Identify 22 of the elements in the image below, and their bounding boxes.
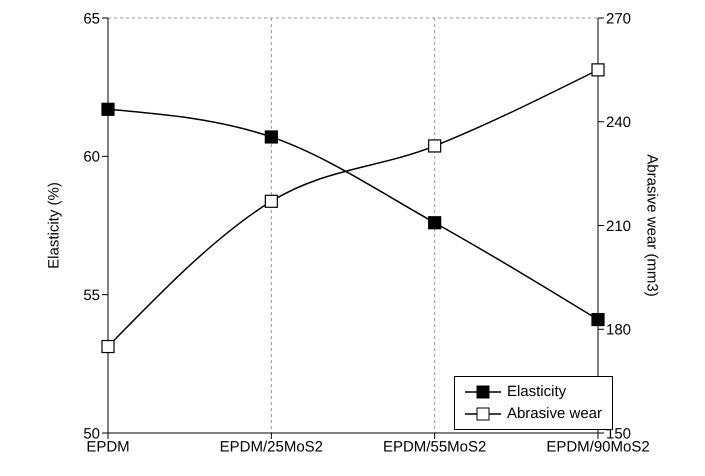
x-tick-label: EPDM/55MoS2 — [382, 438, 486, 456]
y2-tick-label: 240 — [606, 114, 632, 132]
y-tick-label: 65 — [83, 10, 100, 28]
y-tick-label: 55 — [83, 286, 100, 304]
y-axis-title: Elasticity (%) — [45, 182, 62, 269]
legend-label: Abrasive wear — [506, 404, 602, 424]
legend-label: Elasticity — [506, 382, 566, 402]
y2-tick-label: 270 — [606, 10, 632, 28]
point — [101, 102, 115, 116]
y2-axis-title: Abrasive wear (mm3) — [644, 154, 661, 297]
x-tick-label: EPDM/25MoS2 — [220, 438, 324, 456]
point — [591, 63, 605, 76]
point — [428, 216, 442, 230]
point — [101, 340, 115, 354]
y2-tick-label: 210 — [606, 218, 632, 235]
point — [264, 194, 278, 208]
y-tick-label: 60 — [83, 148, 100, 166]
point — [428, 139, 442, 153]
y2-tick-label: 180 — [606, 322, 632, 339]
point — [591, 312, 605, 326]
x-tick-label: EPDM/90MoS2 — [546, 438, 650, 456]
point — [264, 130, 278, 144]
